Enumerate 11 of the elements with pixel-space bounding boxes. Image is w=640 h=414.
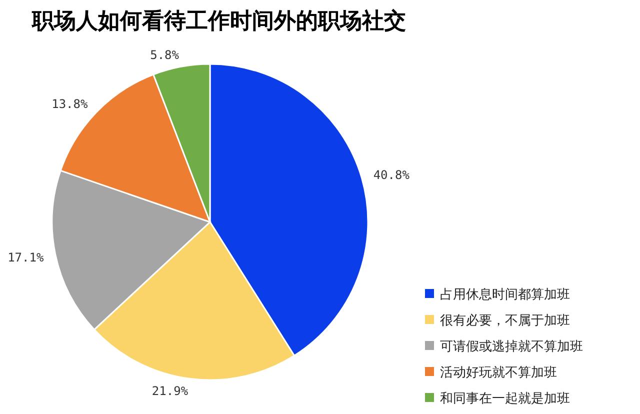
legend-label: 占用休息时间都算加班 [440,288,570,303]
legend-label: 和同事在一起就是加班 [440,392,570,407]
legend-label: 很有必要，不属于加班 [440,314,570,329]
data-label: 21.9% [152,384,189,398]
data-label: 5.8% [150,48,180,62]
data-label: 17.1% [8,250,44,264]
legend-label: 活动好玩就不算加班 [440,366,557,381]
data-label: 40.8% [373,168,410,182]
legend-label: 可请假或逃掉就不算加班 [440,340,583,355]
chart-title: 职场人如何看待工作时间外的职场社交 [31,8,406,33]
data-label: 13.8% [52,97,88,112]
